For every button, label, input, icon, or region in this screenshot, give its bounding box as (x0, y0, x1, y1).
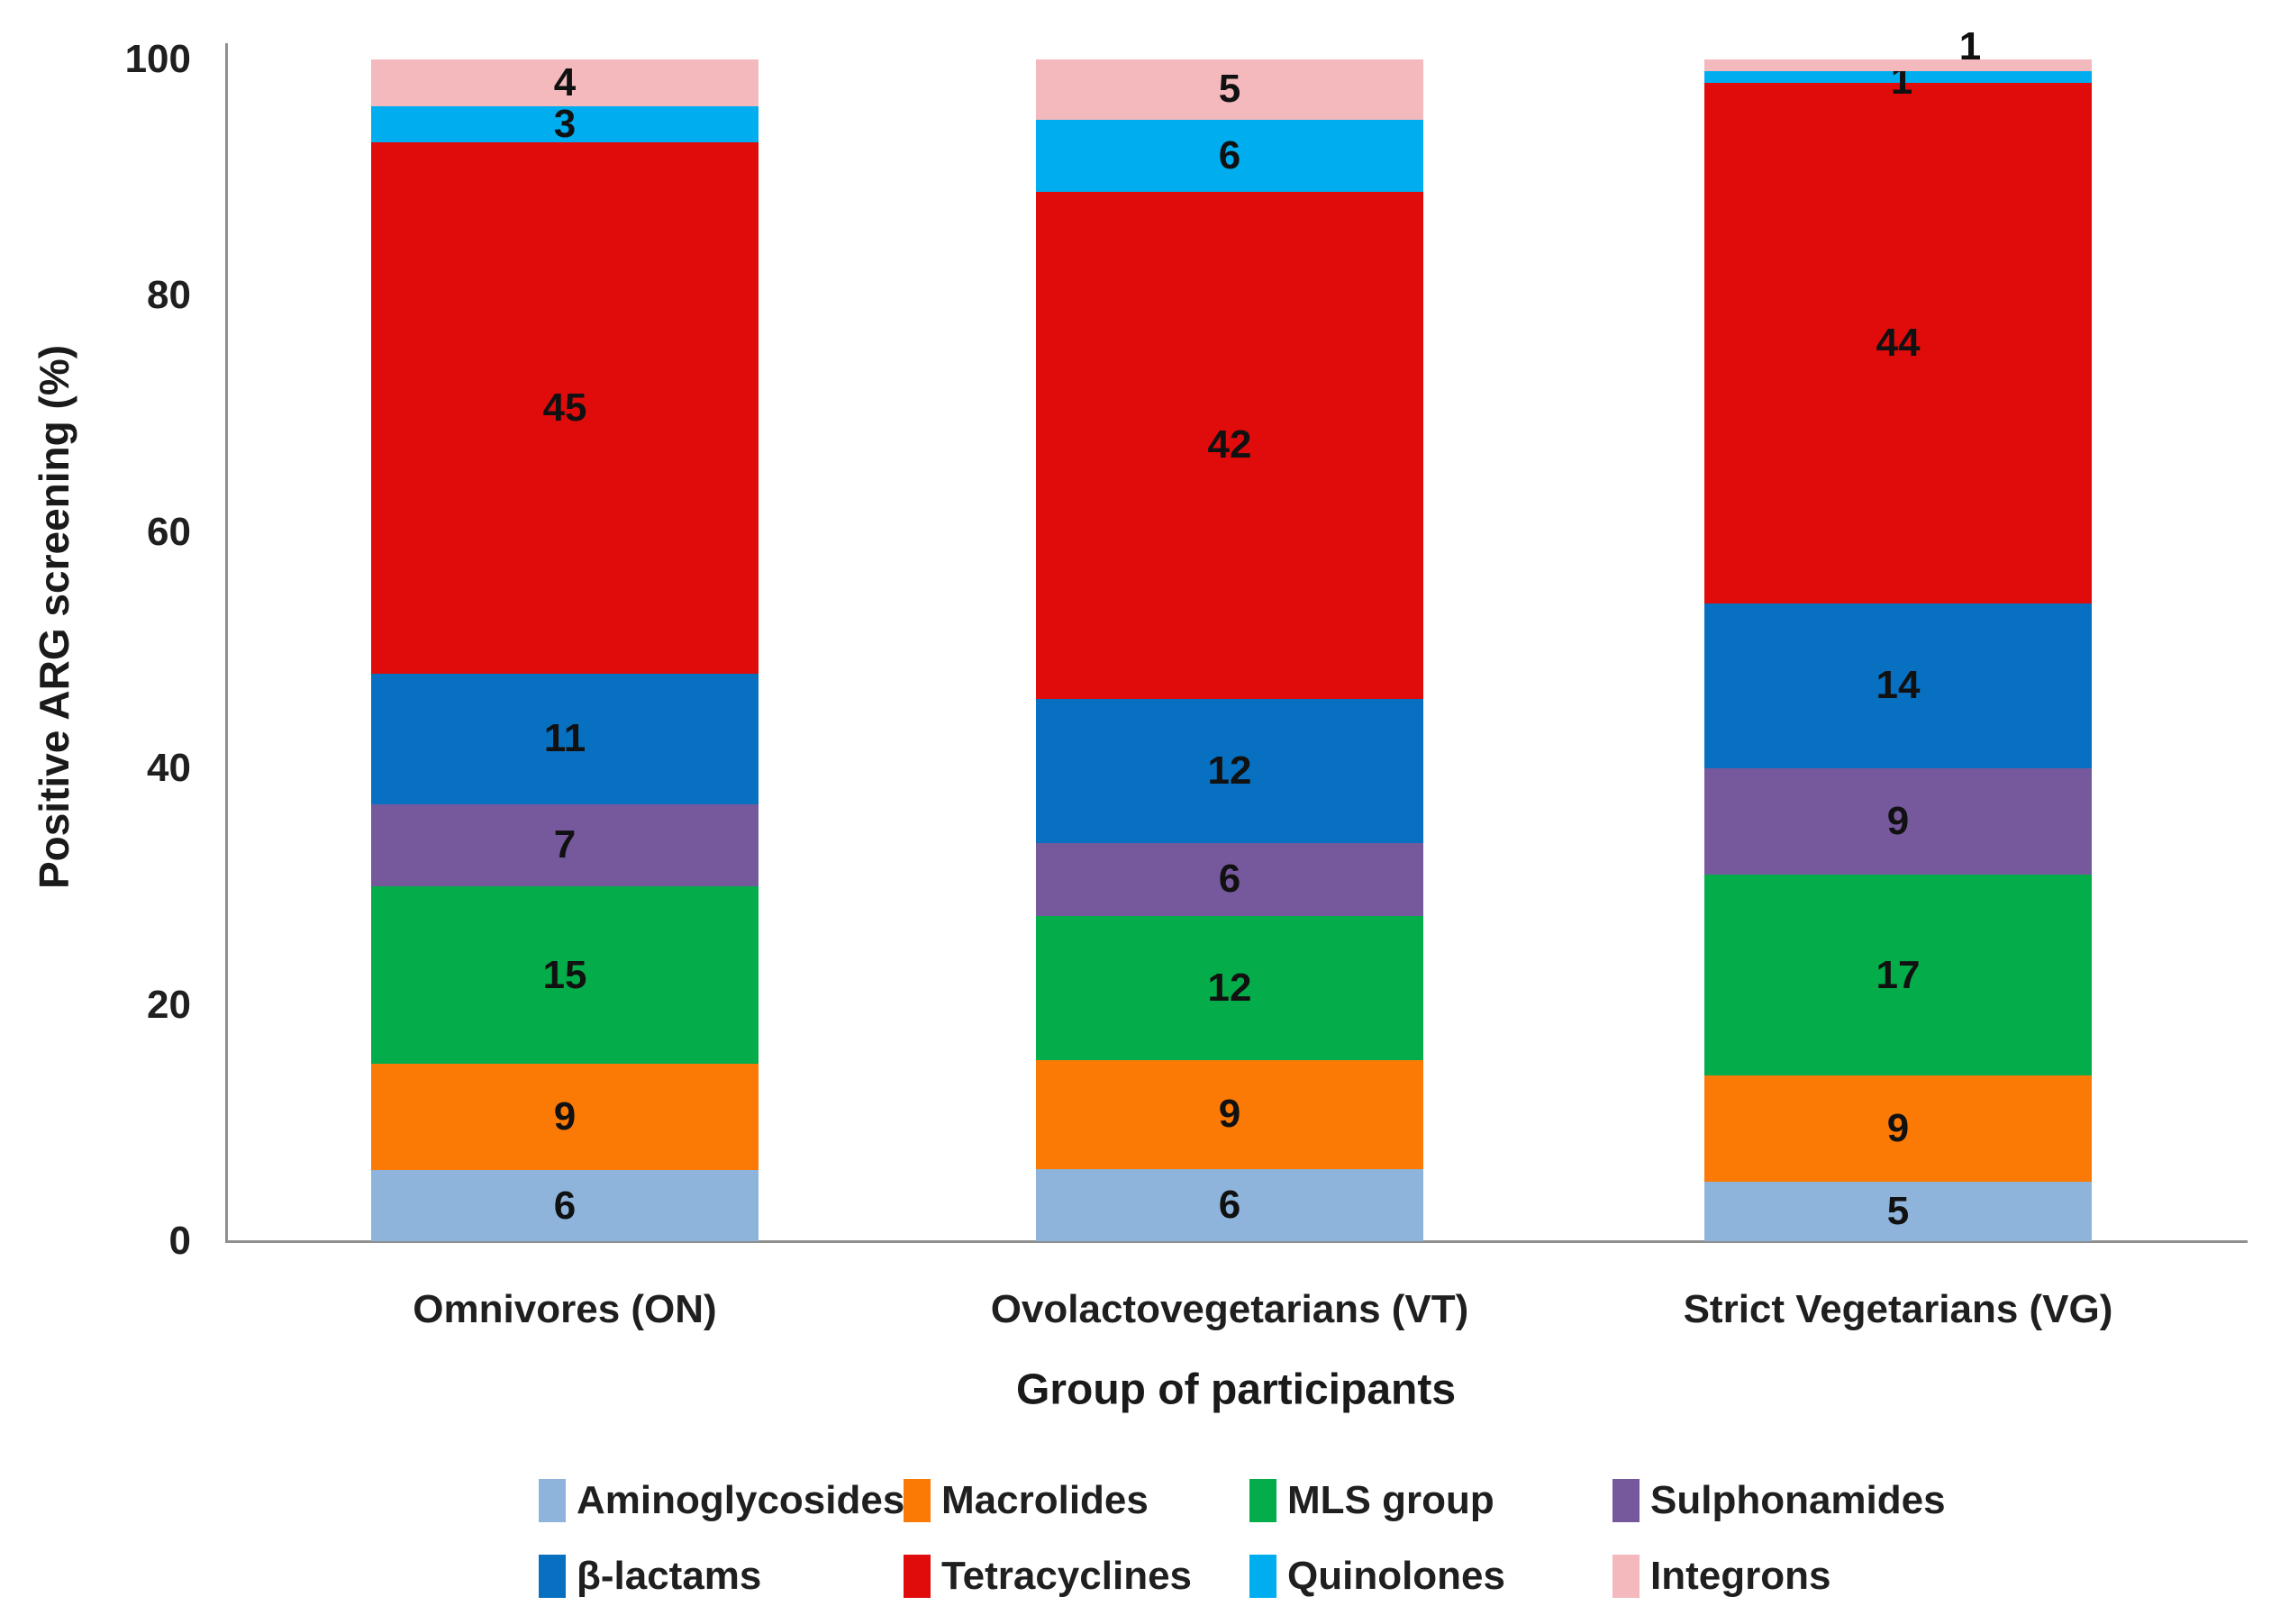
bar-segment-omnivores-on-integrons (371, 59, 759, 107)
bar-value-label-ovolactovegetarians-vt-tetracyclines: 42 (1207, 422, 1252, 467)
bar-segment-ovolactovegetarians-vt-integrons (1036, 59, 1423, 120)
y-axis-tick-label-60: 60 (147, 509, 191, 554)
legend-label-beta-lactams: β-lactams (577, 1554, 762, 1598)
y-axis-tick-label-80: 80 (147, 273, 191, 318)
bar-value-label-ovolactovegetarians-vt-integrons: 5 (1218, 67, 1241, 112)
bar-value-label-omnivores-on-tetracyclines: 45 (542, 386, 587, 431)
bar-segment-strict-vegetarians-vg-quinolones (1704, 71, 2092, 84)
y-axis-tick-label-100: 100 (124, 37, 191, 81)
bar-segment-ovolactovegetarians-vt-tetracyclines (1036, 192, 1423, 699)
bar-segment-ovolactovegetarians-vt-quinolones (1036, 119, 1423, 193)
bar-value-label-omnivores-on-integrons: 4 (553, 60, 577, 105)
legend-swatch-macrolides (904, 1479, 931, 1522)
legend-item-aminoglycosides: Aminoglycosides (539, 1478, 904, 1523)
bar-segment-ovolactovegetarians-vt-mls-group (1036, 915, 1423, 1061)
bar-value-label-omnivores-on-aminoglycosides: 6 (553, 1183, 577, 1228)
bar-segment-omnivores-on-aminoglycosides (371, 1170, 759, 1241)
legend-swatch-tetracyclines (904, 1555, 931, 1598)
bar-segment-ovolactovegetarians-vt-sulphonamides (1036, 843, 1423, 916)
bar-value-label-strict-vegetarians-vg-macrolides: 9 (1886, 1106, 1910, 1151)
bar-value-label-ovolactovegetarians-vt-aminoglycosides: 6 (1218, 1182, 1241, 1227)
legend-label-quinolones: Quinolones (1287, 1554, 1505, 1598)
legend-swatch-sulphonamides (1612, 1479, 1640, 1522)
x-axis-category-label-strict-vegetarians-vg: Strict Vegetarians (VG) (1683, 1287, 2113, 1331)
bar-segment-ovolactovegetarians-vt-macrolides (1036, 1060, 1423, 1169)
bar-value-label-omnivores-on-quinolones: 3 (553, 102, 577, 147)
y-axis-tick-label-40: 40 (147, 746, 191, 791)
bar-value-label-ovolactovegetarians-vt-beta-lactams: 12 (1207, 748, 1252, 793)
bar-value-label-ovolactovegetarians-vt-sulphonamides: 6 (1218, 857, 1241, 902)
bar-value-label-omnivores-on-sulphonamides: 7 (553, 822, 577, 867)
bar-value-label-strict-vegetarians-vg-aminoglycosides: 5 (1886, 1189, 1910, 1234)
bar-value-label-strict-vegetarians-vg-sulphonamides: 9 (1886, 799, 1910, 844)
x-axis-category-label-ovolactovegetarians-vt: Ovolactovegetarians (VT) (990, 1287, 1469, 1331)
legend-item-integrons: Integrons (1612, 1554, 1830, 1599)
legend-label-aminoglycosides: Aminoglycosides (577, 1478, 905, 1522)
y-axis-tick-label-0: 0 (168, 1219, 191, 1263)
legend-label-macrolides: Macrolides (941, 1478, 1149, 1522)
legend-item-beta-lactams: β-lactams (539, 1554, 761, 1599)
legend-label-sulphonamides: Sulphonamides (1650, 1478, 1946, 1522)
bar-segment-strict-vegetarians-vg-sulphonamides (1704, 768, 2092, 876)
bar-segment-omnivores-on-quinolones (371, 106, 759, 142)
y-axis-line (225, 43, 228, 1242)
bar-value-label-omnivores-on-mls-group: 15 (542, 952, 587, 997)
legend-label-integrons: Integrons (1650, 1554, 1831, 1598)
bar-value-label-ovolactovegetarians-vt-mls-group: 12 (1207, 965, 1252, 1010)
bar-value-label-omnivores-on-beta-lactams: 11 (543, 716, 586, 761)
bar-segment-strict-vegetarians-vg-integrons (1704, 59, 2092, 72)
y-axis-title: Positive ARG screening (%) (31, 344, 77, 890)
bar-value-label-ovolactovegetarians-vt-macrolides: 9 (1218, 1092, 1241, 1137)
legend-swatch-integrons (1612, 1555, 1640, 1598)
legend-label-mls-group: MLS group (1287, 1478, 1494, 1522)
x-axis-category-label-omnivores-on: Omnivores (ON) (413, 1287, 717, 1331)
legend-label-tetracyclines: Tetracyclines (941, 1554, 1193, 1598)
bar-value-label-strict-vegetarians-vg-beta-lactams: 14 (1876, 663, 1921, 708)
legend-item-quinolones: Quinolones (1249, 1554, 1505, 1599)
bar-value-label-strict-vegetarians-vg-mls-group: 17 (1876, 952, 1921, 997)
legend-swatch-beta-lactams (539, 1555, 566, 1598)
legend-item-sulphonamides: Sulphonamides (1612, 1478, 1946, 1523)
bar-segment-omnivores-on-mls-group (371, 886, 759, 1065)
bar-segment-strict-vegetarians-vg-tetracyclines (1704, 83, 2092, 603)
legend-swatch-mls-group (1249, 1479, 1276, 1522)
legend-swatch-quinolones (1249, 1555, 1276, 1598)
bar-value-label-omnivores-on-macrolides: 9 (553, 1094, 577, 1139)
bar-segment-strict-vegetarians-vg-mls-group (1704, 875, 2092, 1076)
bar-segment-omnivores-on-sulphonamides (371, 803, 759, 887)
bar-segment-omnivores-on-beta-lactams (371, 674, 759, 804)
legend-item-macrolides: Macrolides (904, 1478, 1149, 1523)
bar-segment-strict-vegetarians-vg-macrolides (1704, 1075, 2092, 1183)
legend-item-mls-group: MLS group (1249, 1478, 1494, 1523)
x-axis-line (225, 1240, 2248, 1243)
bar-segment-strict-vegetarians-vg-aminoglycosides (1704, 1182, 2092, 1241)
bar-value-label-strict-vegetarians-vg-integrons: 1 (1958, 24, 1982, 68)
bar-value-label-strict-vegetarians-vg-tetracyclines: 44 (1876, 320, 1921, 365)
bar-segment-strict-vegetarians-vg-beta-lactams (1704, 603, 2092, 769)
bar-value-label-ovolactovegetarians-vt-quinolones: 6 (1218, 133, 1241, 178)
x-axis-title: Group of participants (1015, 1365, 1457, 1414)
bar-segment-ovolactovegetarians-vt-aminoglycosides (1036, 1168, 1423, 1241)
bar-segment-ovolactovegetarians-vt-beta-lactams (1036, 698, 1423, 844)
y-axis-tick-label-20: 20 (147, 982, 191, 1027)
legend-item-tetracyclines: Tetracyclines (904, 1554, 1192, 1599)
bar-segment-omnivores-on-tetracyclines (371, 141, 759, 675)
bar-segment-omnivores-on-macrolides (371, 1064, 759, 1171)
legend-swatch-aminoglycosides (539, 1479, 566, 1522)
